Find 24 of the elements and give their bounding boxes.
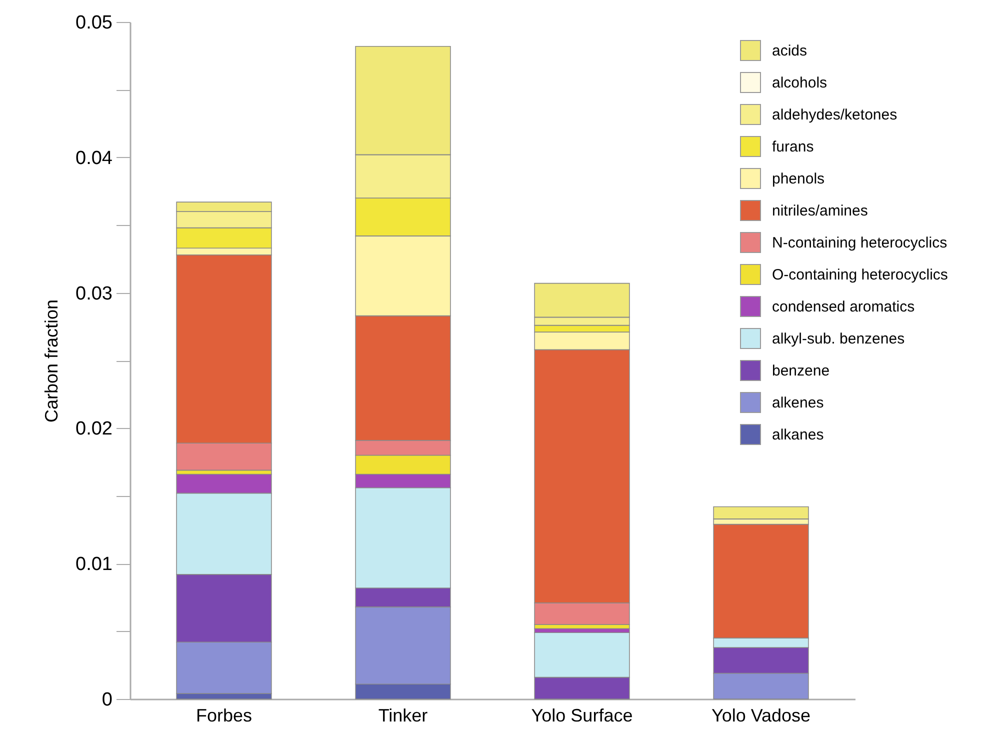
y-axis-title: Carbon fraction bbox=[42, 299, 62, 423]
legend-label: condensed aromatics bbox=[772, 298, 915, 316]
y-tick-label: 0.05 bbox=[76, 12, 112, 34]
x-tick-label: Forbes bbox=[196, 706, 252, 726]
y-tick-label: 0.03 bbox=[76, 283, 112, 304]
y-tick-label: 0.01 bbox=[76, 554, 112, 576]
legend-label: acids bbox=[772, 42, 808, 60]
x-tick-label: Tinker bbox=[378, 706, 428, 726]
y-tick-label: 0 bbox=[102, 690, 112, 710]
legend-label: N-containing heterocyclics bbox=[772, 234, 948, 252]
y-tick-label: 0.04 bbox=[76, 148, 113, 169]
legend-label: alcohols bbox=[772, 74, 828, 92]
x-tick-label: Yolo Vadose bbox=[711, 706, 811, 726]
x-tick-label: Yolo Surface bbox=[531, 706, 633, 726]
legend-label: O-containing heterocyclics bbox=[772, 266, 948, 284]
legend-label: furans bbox=[772, 138, 814, 156]
y-tick-label: 0.02 bbox=[76, 418, 112, 440]
legend-label: alkenes bbox=[772, 394, 824, 412]
legend-label: alkanes bbox=[772, 426, 824, 444]
legend-label: nitriles/amines bbox=[772, 202, 868, 220]
legend-label: alkyl-sub. benzenes bbox=[772, 330, 905, 348]
legend-label: benzene bbox=[772, 362, 830, 380]
legend-label: aldehydes/ketones bbox=[772, 106, 898, 124]
legend-label: phenols bbox=[772, 170, 825, 188]
